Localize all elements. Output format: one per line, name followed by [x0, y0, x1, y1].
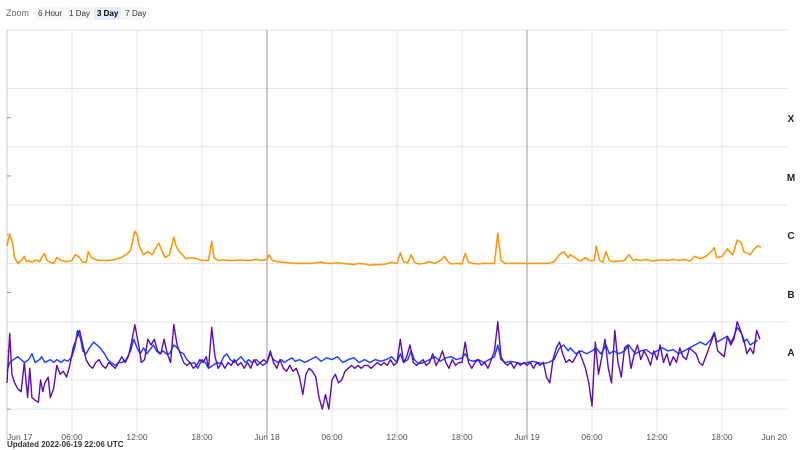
x-tick-label-5: 06:00 — [321, 432, 343, 442]
x-tick-label-1: 06:00 — [61, 432, 83, 442]
x-tick-label-11: 18:00 — [711, 432, 733, 442]
x-tick-label-9: 06:00 — [581, 432, 603, 442]
band-label-X: X — [788, 114, 795, 125]
x-tick-label-4: Jun 18 — [254, 432, 280, 442]
x-tick-label-6: 12:00 — [386, 432, 408, 442]
updated-timestamp: Updated 2022-06-19 22:06 UTC — [7, 440, 124, 449]
x-tick-label-10: 12:00 — [646, 432, 668, 442]
zoom-bar: Zoom 6 Hour 1 Day 3 Day 7 Day — [6, 5, 150, 21]
x-tick-label-2: 12:00 — [126, 432, 148, 442]
zoom-1-day-button[interactable]: 1 Day — [66, 6, 93, 20]
x-tick-label-0: Jun 17 — [7, 432, 33, 442]
series-line-purple — [6, 321, 761, 410]
zoom-3-day-button[interactable]: 3 Day — [93, 6, 122, 20]
zoom-label: Zoom — [6, 8, 30, 18]
x-tick-label-8: Jun 19 — [514, 432, 540, 442]
band-label-B: B — [787, 290, 794, 301]
x-tick-label-12: Jun 20 — [761, 432, 787, 442]
zoom-6-hour-button[interactable]: 6 Hour — [35, 6, 66, 20]
zoom-7-day-button[interactable]: 7 Day — [122, 6, 150, 20]
x-tick-label-7: 18:00 — [451, 432, 473, 442]
series-line-orange — [6, 230, 762, 266]
band-label-A: A — [787, 348, 794, 359]
band-label-C: C — [787, 231, 794, 242]
band-label-M: M — [787, 173, 795, 184]
x-tick-label-3: 18:00 — [191, 432, 213, 442]
